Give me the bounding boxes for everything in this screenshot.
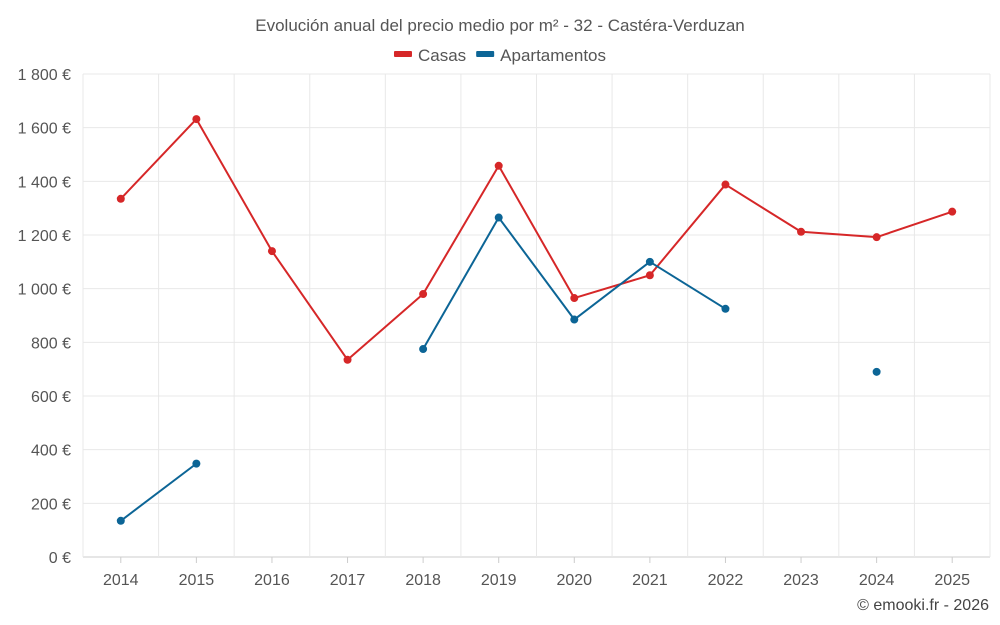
data-point[interactable]	[419, 290, 428, 299]
y-tick-label: 800 €	[31, 335, 71, 352]
data-point[interactable]	[721, 304, 730, 313]
data-point[interactable]	[872, 233, 881, 242]
y-tick-label: 200 €	[31, 496, 71, 513]
data-point[interactable]	[192, 459, 201, 468]
data-point[interactable]	[116, 194, 125, 203]
data-point[interactable]	[267, 247, 276, 256]
x-tick-label: 2025	[934, 572, 970, 589]
x-tick-label: 2019	[481, 572, 517, 589]
data-point[interactable]	[494, 161, 503, 170]
data-point[interactable]	[343, 355, 352, 364]
x-axis: 2014 2015 2016 2017 2018 2019 2020 2021 2022 2023…	[103, 557, 970, 589]
series-apartamentos	[116, 213, 881, 525]
x-tick-label: 2014	[103, 572, 139, 589]
data-point[interactable]	[494, 213, 503, 222]
series-layer	[116, 115, 957, 525]
credit-text: © emooki.fr - 2026	[857, 597, 989, 614]
data-point[interactable]	[872, 367, 881, 376]
y-tick-label: 0 €	[49, 550, 71, 567]
x-tick-label: 2018	[405, 572, 441, 589]
data-point[interactable]	[192, 115, 201, 124]
legend-label[interactable]: Casas	[418, 46, 466, 65]
series-line	[422, 216, 726, 350]
x-tick-label: 2023	[783, 572, 819, 589]
legend-swatch	[393, 51, 412, 57]
data-point[interactable]	[570, 294, 579, 303]
y-tick-label: 1 200 €	[18, 228, 71, 245]
x-tick-label: 2020	[556, 572, 592, 589]
x-tick-label: 2015	[179, 572, 215, 589]
x-tick-label: 2016	[254, 572, 290, 589]
data-point[interactable]	[645, 271, 654, 280]
y-tick-label: 1 000 €	[18, 282, 71, 299]
y-tick-label: 600 €	[31, 389, 71, 406]
x-tick-label: 2022	[708, 572, 744, 589]
legend-label[interactable]: Apartamentos	[500, 46, 606, 65]
legend: Casas Apartamentos	[393, 46, 606, 65]
series-casas	[116, 115, 957, 364]
x-tick-label: 2017	[330, 572, 366, 589]
y-tick-label: 400 €	[31, 443, 71, 460]
data-point[interactable]	[419, 345, 428, 354]
x-tick-label: 2024	[859, 572, 895, 589]
data-point[interactable]	[797, 227, 806, 236]
series-line	[120, 462, 197, 522]
x-tick-label: 2021	[632, 572, 668, 589]
y-tick-label: 1 800 €	[18, 67, 71, 84]
y-tick-label: 1 400 €	[18, 174, 71, 191]
y-tick-label: 1 600 €	[18, 121, 71, 138]
data-point[interactable]	[570, 315, 579, 324]
data-point[interactable]	[116, 516, 125, 525]
grid	[82, 73, 991, 558]
data-point[interactable]	[948, 207, 957, 216]
data-point[interactable]	[645, 257, 654, 266]
chart-title: Evolución anual del precio medio por m² …	[255, 16, 744, 35]
data-point[interactable]	[721, 180, 730, 189]
legend-swatch	[476, 51, 495, 57]
y-axis: 0 € 200 € 400 € 600 € 800 € 1 000 € 1 200 € 1 4…	[18, 67, 71, 567]
series-line	[120, 118, 953, 361]
